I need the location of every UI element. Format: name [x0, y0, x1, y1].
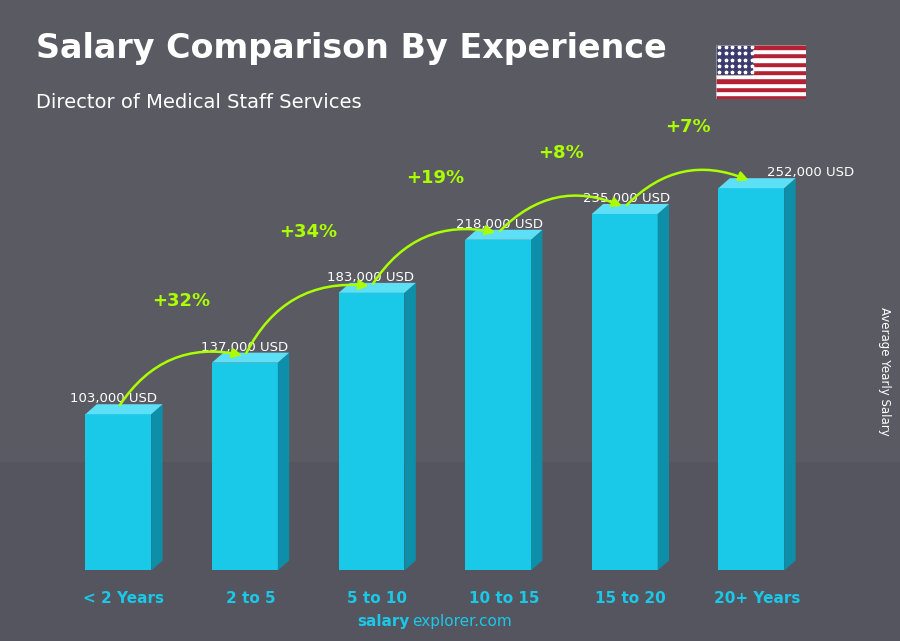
Text: 218,000 USD: 218,000 USD: [456, 218, 544, 231]
Text: 10 to 15: 10 to 15: [469, 591, 539, 606]
Bar: [716, 49, 806, 53]
Polygon shape: [212, 353, 289, 363]
Text: 137,000 USD: 137,000 USD: [201, 340, 288, 354]
Polygon shape: [658, 204, 669, 570]
Text: 15 to 20: 15 to 20: [595, 591, 666, 606]
Text: salary: salary: [357, 615, 410, 629]
Text: Average Yearly Salary: Average Yearly Salary: [878, 308, 890, 436]
Polygon shape: [465, 229, 543, 240]
Bar: [716, 45, 751, 74]
Text: 20+ Years: 20+ Years: [714, 591, 800, 606]
Bar: [716, 53, 806, 58]
Text: 235,000 USD: 235,000 USD: [583, 192, 670, 205]
Polygon shape: [338, 283, 416, 293]
Text: 5 to 10: 5 to 10: [347, 591, 407, 606]
Polygon shape: [592, 214, 658, 570]
Bar: [716, 62, 806, 66]
Text: Director of Medical Staff Services: Director of Medical Staff Services: [36, 93, 362, 112]
Polygon shape: [718, 188, 784, 570]
Bar: [716, 78, 806, 83]
Text: +32%: +32%: [152, 292, 211, 310]
Polygon shape: [718, 178, 796, 188]
Bar: [716, 83, 806, 87]
Text: +8%: +8%: [538, 144, 584, 162]
Text: 103,000 USD: 103,000 USD: [70, 392, 158, 405]
Polygon shape: [784, 178, 796, 570]
Polygon shape: [404, 283, 416, 570]
Text: 252,000 USD: 252,000 USD: [767, 166, 853, 179]
Text: 2 to 5: 2 to 5: [226, 591, 275, 606]
Polygon shape: [212, 363, 278, 570]
Polygon shape: [592, 204, 669, 214]
Text: < 2 Years: < 2 Years: [84, 591, 165, 606]
Bar: [716, 87, 806, 91]
Text: 183,000 USD: 183,000 USD: [328, 271, 414, 284]
Bar: [716, 74, 806, 78]
Text: +7%: +7%: [665, 118, 711, 136]
Bar: [716, 70, 806, 74]
Bar: [716, 45, 806, 49]
Bar: [716, 91, 806, 95]
Text: +19%: +19%: [406, 169, 464, 187]
Polygon shape: [465, 240, 531, 570]
Bar: [716, 95, 806, 99]
Bar: [716, 66, 806, 70]
Polygon shape: [86, 414, 151, 570]
Polygon shape: [278, 353, 289, 570]
Polygon shape: [338, 293, 404, 570]
Text: explorer.com: explorer.com: [412, 615, 512, 629]
Polygon shape: [531, 229, 543, 570]
Polygon shape: [86, 404, 163, 414]
Polygon shape: [151, 404, 163, 570]
Text: +34%: +34%: [279, 222, 338, 240]
Bar: [716, 58, 806, 62]
Text: Salary Comparison By Experience: Salary Comparison By Experience: [36, 32, 667, 65]
